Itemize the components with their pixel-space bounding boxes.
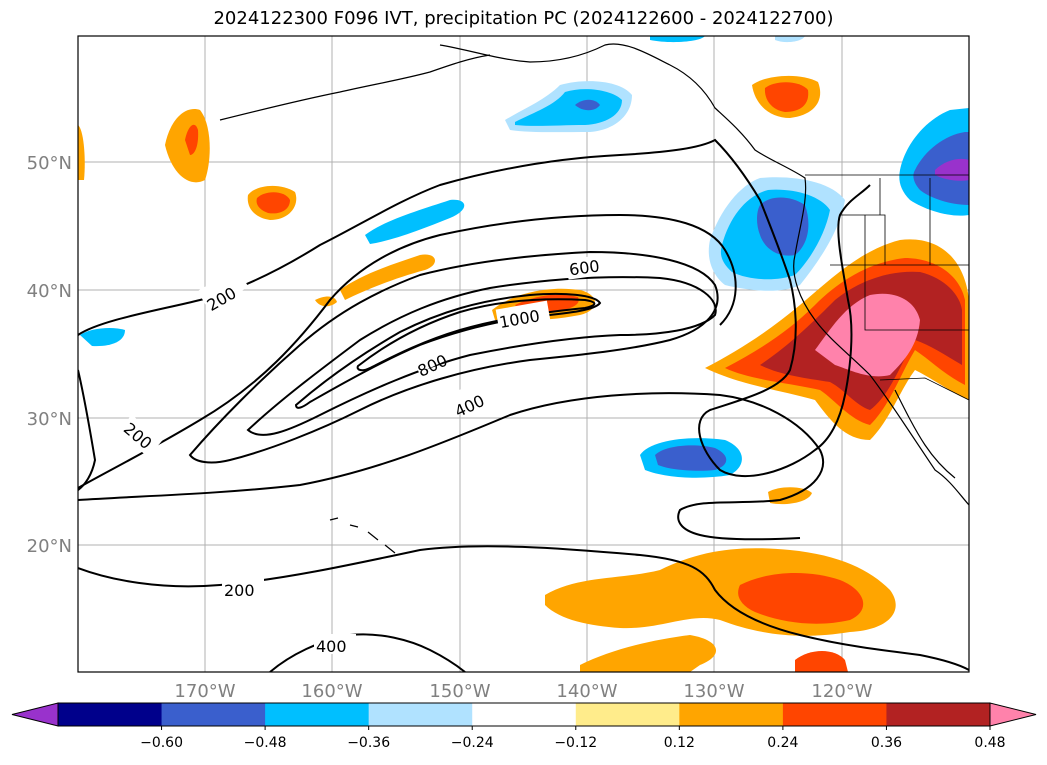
precip-positive-subtropics-inner xyxy=(738,573,864,624)
coastline-north-america xyxy=(439,43,969,506)
ivt-contour-1000 xyxy=(356,298,596,372)
ivt-contour-400 xyxy=(188,250,719,464)
lat-label-30n: 30°N xyxy=(27,409,72,430)
colorbar-box xyxy=(58,703,163,726)
colorbar-extend-min xyxy=(11,702,59,727)
precip-positive-edge xyxy=(78,125,85,180)
colorbar-box xyxy=(782,703,887,726)
precip-positive-midpac xyxy=(340,254,436,300)
precip-positive-bc-core xyxy=(764,82,809,112)
precip-negative-gulf-inner xyxy=(515,89,622,126)
political-borders xyxy=(805,174,969,401)
precip-negative-west xyxy=(80,327,125,347)
colorbar-box xyxy=(472,703,577,726)
colorbar-tick-label: −0.36 xyxy=(347,735,390,751)
lon-label-150w: 150°W xyxy=(429,681,490,702)
colorbar-box xyxy=(368,703,473,726)
colorbar-extend-max xyxy=(989,702,1037,727)
hawaii xyxy=(329,517,396,554)
longitude-labels: 170°W 160°W 150°W 140°W 130°W 120°W xyxy=(174,681,872,702)
precip-negative-coast-core xyxy=(757,197,809,256)
border-states xyxy=(830,178,969,331)
ivt-contour-200-west xyxy=(78,369,97,491)
colorbar-tick-label: −0.60 xyxy=(140,735,183,751)
colorbar-tick-label: 0.12 xyxy=(664,735,695,751)
colorbar-box xyxy=(886,703,991,726)
precip-shading xyxy=(78,36,969,672)
colorbar-tick-label: −0.48 xyxy=(244,735,287,751)
ivt-contour-400-south-bottom xyxy=(269,633,466,672)
precip-positive-west-coast-peak xyxy=(815,293,920,377)
precip-positive-south-right xyxy=(795,651,848,672)
precip-negative-mid xyxy=(365,199,465,244)
colorbar-box xyxy=(265,703,370,726)
ivt-contour-800 xyxy=(294,292,602,409)
precip-positive-south xyxy=(580,635,717,672)
ivt-contour-600 xyxy=(246,276,717,436)
latitude-labels: 50°N 40°N 30°N 20°N xyxy=(27,153,72,557)
map-frame xyxy=(77,35,970,673)
colorbar-tick-label: −0.24 xyxy=(451,735,494,751)
colorbar-tick-label: −0.12 xyxy=(554,735,597,751)
precip-negative-gulf-core xyxy=(575,99,600,111)
ivt-contour-400-south xyxy=(78,392,825,541)
lat-label-20n: 20°N xyxy=(27,536,72,557)
colorbar-box xyxy=(161,703,266,726)
colorbar-frame xyxy=(57,702,991,727)
border-us-mexico xyxy=(879,377,969,401)
lon-label-160w: 160°W xyxy=(301,681,362,702)
lat-label-50n: 50°N xyxy=(27,153,72,174)
precip-positive-west1-core xyxy=(185,124,199,155)
colorbar: −0.60 −0.48 −0.36 −0.24 −0.12 0.12 0.24 0.36 0.4… xyxy=(11,702,1037,751)
ivt-contour-200-outer xyxy=(78,138,871,478)
colorbar-box xyxy=(679,703,784,726)
lon-label-130w: 130°W xyxy=(683,681,744,702)
contour-labels: 200 200 200 400 400 600 800 1000 xyxy=(117,254,609,656)
contour-label-400-b: 400 xyxy=(316,637,347,656)
lon-label-140w: 140°W xyxy=(556,681,617,702)
ivt-contour-200-lower xyxy=(78,213,737,489)
colorbar-tick-label: 0.36 xyxy=(871,735,902,751)
colorbar-box xyxy=(575,703,680,726)
lon-label-170w: 170°W xyxy=(174,681,235,702)
lon-label-120w: 120°W xyxy=(811,681,872,702)
coastlines xyxy=(219,43,969,554)
coastline-alaska xyxy=(219,54,491,121)
lat-label-40n: 40°N xyxy=(27,281,72,302)
contour-label-200-c: 200 xyxy=(224,581,255,600)
coastline-baja xyxy=(894,389,956,479)
precip-positive-west2-core xyxy=(256,192,290,214)
precip-negative-top xyxy=(650,36,705,43)
colorbar-tick-label: 0.24 xyxy=(767,735,798,751)
precip-negative-top2 xyxy=(775,36,805,43)
contour-label-600: 600 xyxy=(568,256,601,279)
map-title: 2024122300 F096 IVT, precipitation PC (2… xyxy=(213,8,834,29)
colorbar-tick-label: 0.48 xyxy=(974,735,1005,751)
precip-negative-25n-core xyxy=(655,445,727,471)
